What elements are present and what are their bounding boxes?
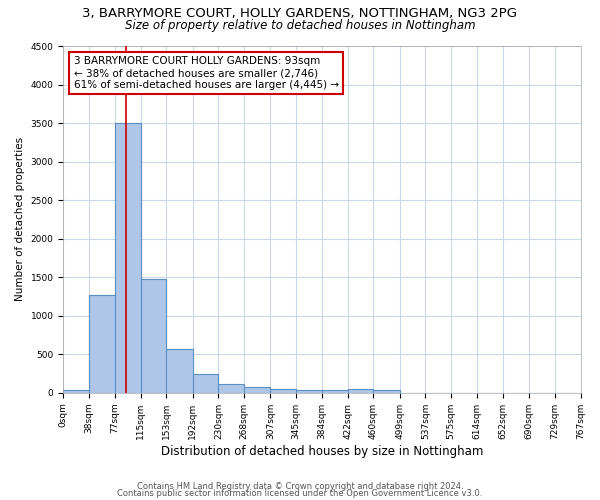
- Bar: [63, 390, 89, 393]
- X-axis label: Distribution of detached houses by size in Nottingham: Distribution of detached houses by size …: [161, 444, 483, 458]
- Bar: [89, 295, 115, 393]
- Bar: [166, 349, 193, 393]
- Bar: [244, 386, 271, 393]
- Bar: [348, 389, 373, 393]
- Text: Contains public sector information licensed under the Open Government Licence v3: Contains public sector information licen…: [118, 488, 482, 498]
- Text: 3, BARRYMORE COURT, HOLLY GARDENS, NOTTINGHAM, NG3 2PG: 3, BARRYMORE COURT, HOLLY GARDENS, NOTTI…: [83, 8, 517, 20]
- Bar: [141, 279, 166, 393]
- Bar: [322, 390, 348, 393]
- Bar: [296, 390, 322, 393]
- Y-axis label: Number of detached properties: Number of detached properties: [15, 138, 25, 302]
- Bar: [218, 384, 244, 393]
- Bar: [115, 123, 141, 393]
- Text: Size of property relative to detached houses in Nottingham: Size of property relative to detached ho…: [125, 19, 475, 32]
- Bar: [193, 374, 218, 393]
- Bar: [373, 390, 400, 393]
- Text: Contains HM Land Registry data © Crown copyright and database right 2024.: Contains HM Land Registry data © Crown c…: [137, 482, 463, 491]
- Bar: [271, 390, 296, 393]
- Text: 3 BARRYMORE COURT HOLLY GARDENS: 93sqm
← 38% of detached houses are smaller (2,7: 3 BARRYMORE COURT HOLLY GARDENS: 93sqm ←…: [74, 56, 339, 90]
